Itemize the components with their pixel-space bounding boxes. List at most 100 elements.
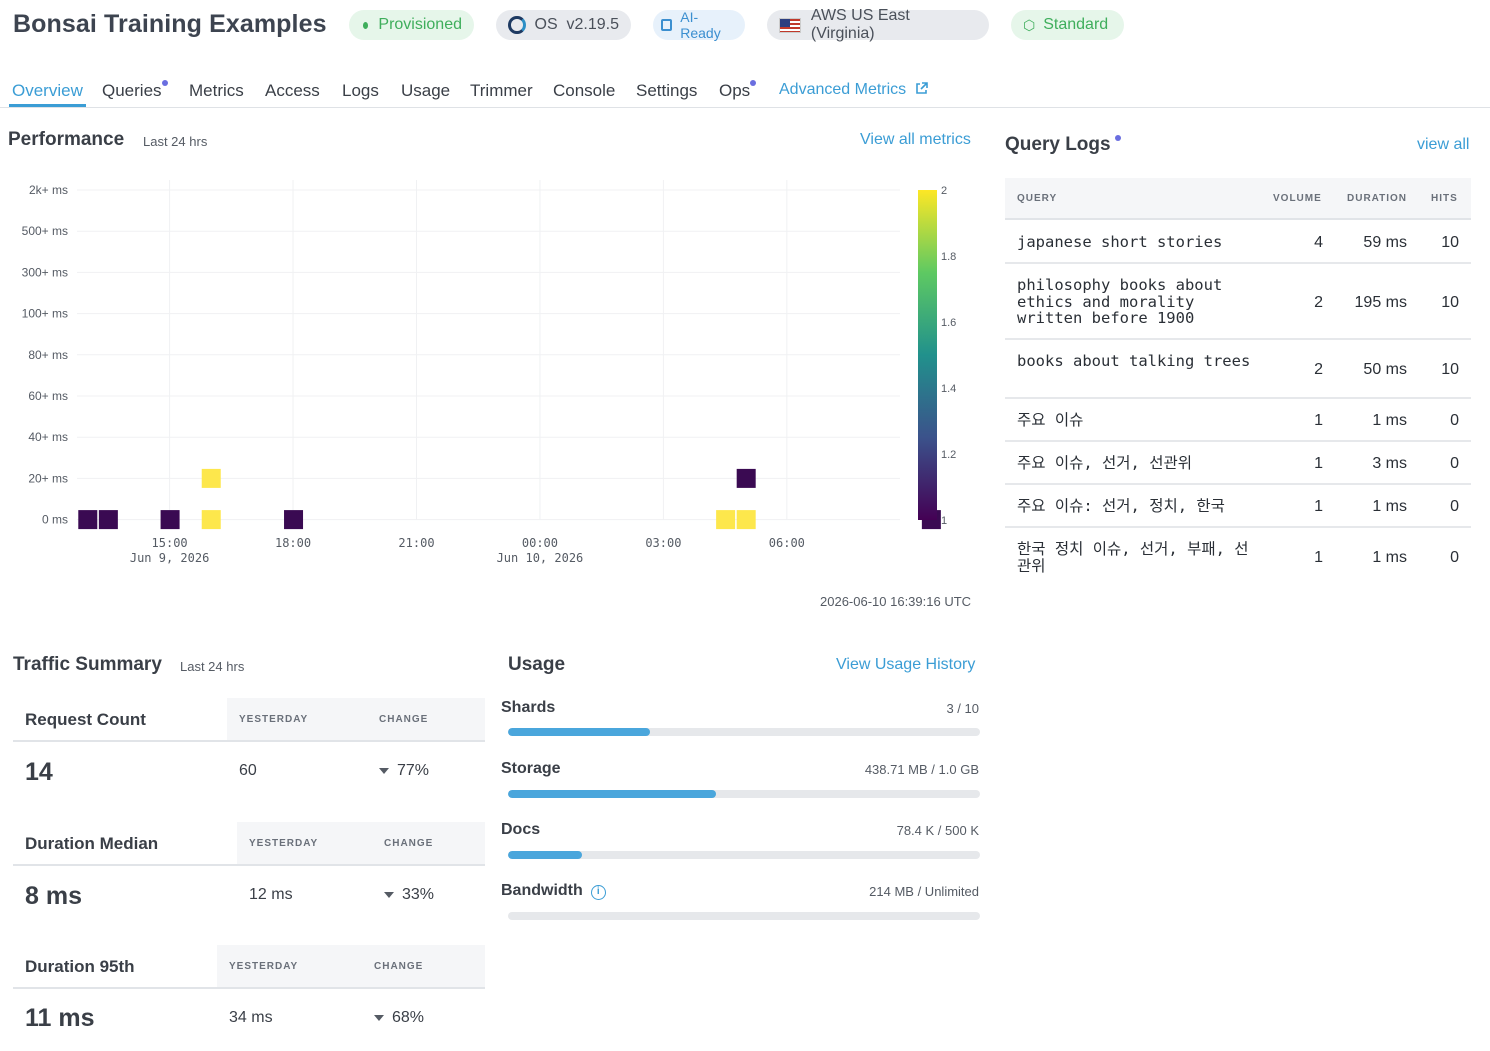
tab-metrics[interactable]: Metrics [189,81,244,100]
tab-trimmer[interactable]: Trimmer [470,81,533,100]
tab-usage[interactable]: Usage [401,81,451,100]
shards-progress [508,728,980,736]
ai-ready-badge: AI-Ready [653,9,745,41]
divider [13,864,485,866]
table-row[interactable]: 한국 정치 이슈, 선거, 부패, 선관위 1 1 ms 0 [1005,528,1471,588]
table-row[interactable]: philosophy books about ethics and morali… [1005,264,1471,340]
shards-progress-fill [508,728,650,736]
duration-median-change: 33% [384,886,434,904]
query-duration: 1 ms [1372,549,1407,566]
tab-advanced-metrics[interactable]: Advanced Metrics [779,81,928,99]
performance-subtitle: Last 24 hrs [143,134,208,149]
query-text: 주요 이슈 [1017,411,1084,429]
tab-overview[interactable]: Overview [12,81,83,100]
y-tick-label: 300+ ms [22,265,68,279]
notification-dot-icon [1114,135,1121,141]
y-tick-label: 100+ ms [22,307,68,321]
query-volume: 4 [1314,234,1323,251]
tab-settings[interactable]: Settings [636,81,698,100]
tab-queries[interactable]: Queries [102,80,168,101]
col-volume: VOLUME [1273,193,1322,204]
query-hits: 0 [1450,412,1459,429]
query-hits: 0 [1450,455,1459,472]
y-tick-label: 0 ms [42,513,68,527]
request-count-change-value: 77% [397,762,430,779]
query-duration: 195 ms [1354,294,1407,311]
query-hits: 10 [1441,234,1459,251]
col-change: CHANGE [374,961,424,972]
divider [13,987,485,989]
heatmap-cell [98,510,118,530]
us-flag-icon [779,17,801,33]
query-logs-header: QUERY VOLUME DURATION HITS [1005,178,1471,220]
tab-access[interactable]: Access [265,81,320,100]
y-tick-label: 2k+ ms [29,183,68,197]
y-tick-label: 20+ ms [28,471,68,485]
query-duration: 59 ms [1363,234,1407,251]
divider [13,740,485,742]
external-link-icon [915,82,928,94]
query-volume: 2 [1314,361,1323,378]
heatmap-cell [736,468,756,488]
bandwidth-value: 214 MB / Unlimited [869,884,979,899]
y-tick-label: 60+ ms [28,389,68,403]
duration-95th-change-value: 68% [392,1009,425,1026]
docs-label: Docs [501,821,541,838]
query-volume: 2 [1314,294,1323,311]
docs-progress-fill [508,851,583,859]
table-row[interactable]: japanese short stories 4 59 ms 10 [1005,220,1471,264]
colorbar-tick-label: 1.6 [941,317,956,329]
duration-95th-value: 11 ms [25,1004,95,1032]
tab-logs[interactable]: Logs [342,81,379,100]
query-text: japanese short stories [1017,233,1223,251]
duration-median-value: 8 ms [25,882,82,910]
table-row[interactable]: books about talking trees 2 50 ms 10 [1005,340,1471,399]
query-volume: 1 [1314,498,1323,515]
table-row[interactable]: 주요 이슈 1 1 ms 0 [1005,399,1471,442]
plan-label: Standard [1043,16,1109,33]
query-text: philosophy books about ethics and morali… [1017,276,1223,327]
bandwidth-progress [508,912,980,920]
request-count-change: 77% [379,762,429,780]
tab-ops[interactable]: Ops [719,80,757,101]
col-yesterday: YESTERDAY [229,961,299,972]
x-tick-label: 06:00 [769,536,805,550]
tab-console[interactable]: Console [553,81,616,100]
table-row[interactable]: 주요 이슈: 선거, 정치, 한국 1 1 ms 0 [1005,485,1471,528]
bandwidth-label-row: Bandwidth i [501,882,606,900]
colorbar-tick-label: 2 [941,185,947,197]
heatmap-cell [284,510,304,530]
colorbar-tick-label: 1.2 [941,449,956,461]
query-hits: 0 [1450,498,1459,515]
view-all-metrics-link[interactable]: View all metrics [860,131,971,148]
query-logs-title-text: Query Logs [1005,134,1111,155]
query-text: 주요 이슈: 선거, 정치, 한국 [1017,497,1225,515]
view-all-query-logs-link[interactable]: view all [1417,136,1470,153]
colorbar-tick-label: 1.4 [941,383,956,395]
y-tick-label: 500+ ms [22,224,68,238]
colorbar-tick-label: 1.8 [941,251,956,263]
x-tick-label: 00:00 [522,536,558,550]
duration-median-block: Duration Median YESTERDAY CHANGE 8 ms 12… [13,822,485,932]
view-usage-history-link[interactable]: View Usage History [836,656,976,673]
duration-95th-label: Duration 95th [25,957,135,976]
x-tick-sublabel: Jun 10, 2026 [497,551,584,565]
table-row[interactable]: 주요 이슈, 선거, 선관위 1 3 ms 0 [1005,442,1471,485]
chart-grid [77,180,900,521]
traffic-summary-title: Traffic Summary [13,654,162,675]
metric-header [217,945,485,987]
performance-title: Performance [8,129,125,150]
shards-label: Shards [501,699,556,716]
colorbar-tick-label: 1 [941,515,947,527]
colorbar [918,190,937,520]
heatmap-cell [201,510,221,530]
request-count-value: 14 [25,758,53,786]
docs-value: 78.4 K / 500 K [896,823,979,838]
query-hits: 0 [1450,549,1459,566]
ai-ready-label: AI-Ready [680,9,721,41]
os-version-badge: OS v2.19.5 [496,10,631,40]
y-tick-label: 40+ ms [28,430,68,444]
heatmap-cell [78,510,98,530]
region-label: AWS US East (Virginia) [810,7,910,42]
info-icon[interactable]: i [590,885,606,900]
